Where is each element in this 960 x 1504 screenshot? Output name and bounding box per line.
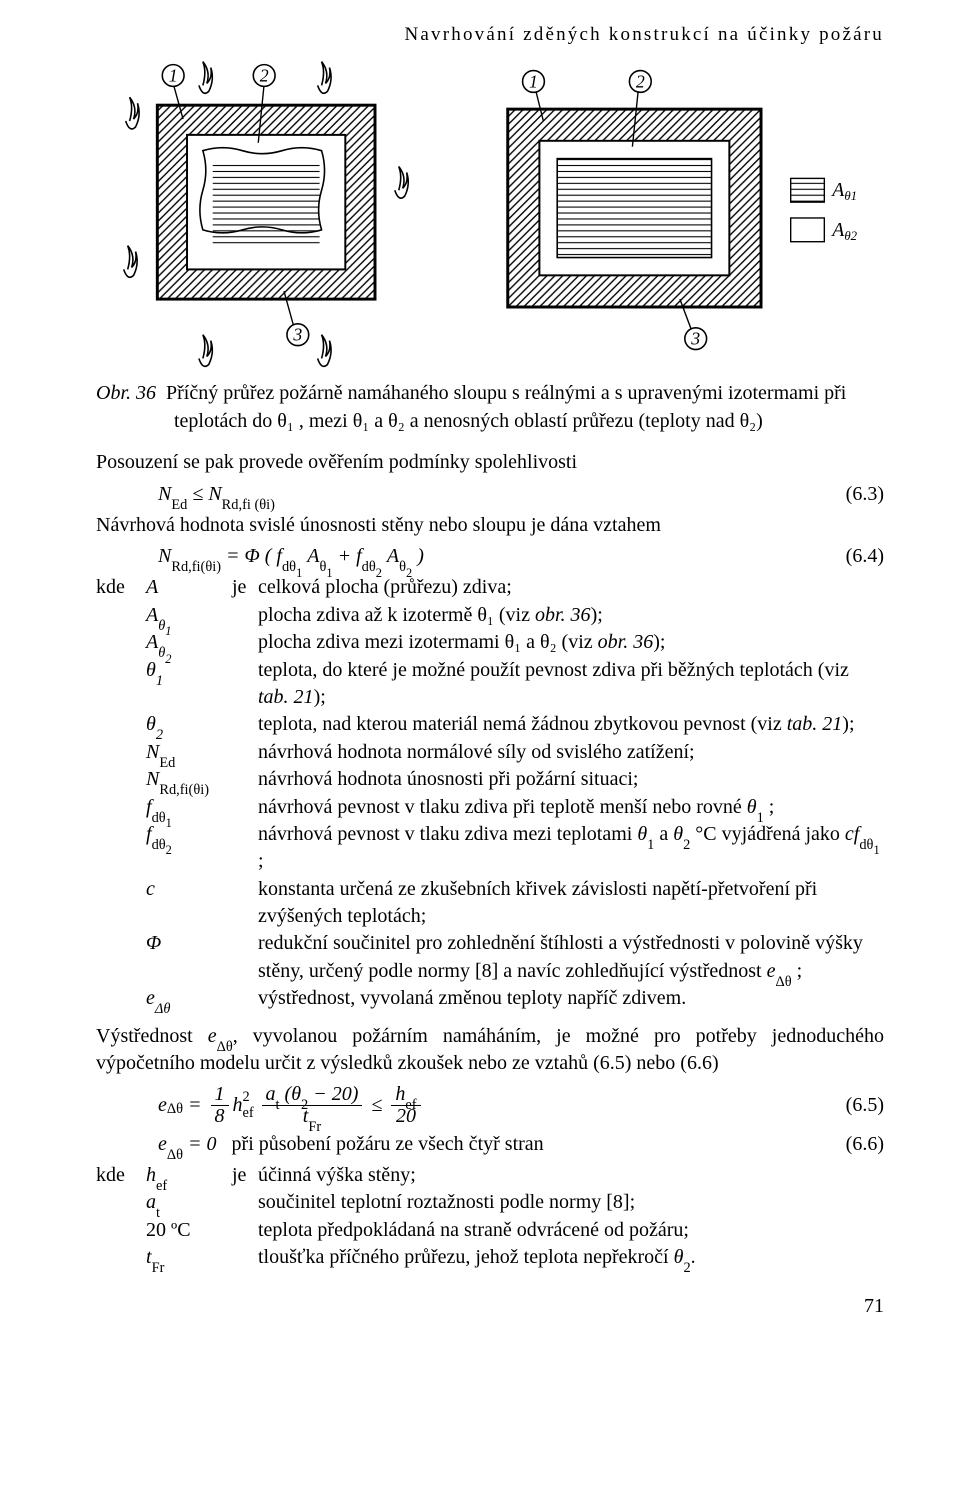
w-fdth1: návrhová pevnost v tlaku zdiva při teplo… xyxy=(258,796,774,818)
w-Ath2-b: obr. 36 xyxy=(598,631,654,653)
eqnum-65: (6.5) xyxy=(846,1094,884,1117)
running-head: Navrhování zděných konstrukcí na účinky … xyxy=(96,24,884,46)
w-th2-a: teplota, nad kterou materiál nemá žádnou… xyxy=(258,713,787,735)
w-th2-c: ); xyxy=(842,713,854,735)
svg-text:1: 1 xyxy=(529,71,538,91)
eqnum-63: (6.3) xyxy=(846,483,884,506)
w-A: celková plocha (průřezu) zdiva; xyxy=(258,574,884,601)
svg-text:Aθ2: Aθ2 xyxy=(831,219,858,243)
w-Ath1-b: obr. 36 xyxy=(535,604,591,626)
svg-text:2: 2 xyxy=(260,65,269,85)
where-list-1: kdeAjecelková plocha (průřezu) zdiva; Aθ… xyxy=(96,574,884,1012)
caption-label: Obr. 36 xyxy=(96,382,156,404)
w-th1-c: ); xyxy=(314,686,326,708)
figure-panel-left: 1 2 3 xyxy=(96,60,438,370)
w2-tFr: tloušťka příčného průřezu, jehož teplota… xyxy=(258,1246,696,1268)
svg-text:3: 3 xyxy=(292,325,302,345)
w-NEd: návrhová hodnota normálové síly od svisl… xyxy=(258,739,884,766)
w-Ath1-c: ); xyxy=(591,604,603,626)
svg-text:2: 2 xyxy=(636,71,645,91)
w-NRdfi: návrhová hodnota únosnosti při požární s… xyxy=(258,766,884,793)
page-number: 71 xyxy=(96,1295,884,1318)
w-fdth2: návrhová pevnost v tlaku zdiva mezi tepl… xyxy=(258,823,880,872)
je-2: je xyxy=(232,1162,258,1189)
kde-2: kde xyxy=(96,1162,146,1189)
kde-1: kde xyxy=(96,574,146,601)
where-list-2: kdehefjeúčinná výška stěny; atsoučinitel… xyxy=(96,1162,884,1272)
figure-caption: Obr. 36 Příčný průřez požárně namáhaného… xyxy=(96,380,884,435)
eq-6-3: NEd ≤ NRd,fi (θi) (6.3) xyxy=(96,483,884,506)
eqnum-66: (6.6) xyxy=(846,1133,884,1156)
eq-6-5: eΔθ = 18 hef2 at (θ2 − 20)tFr ≤ hef20 (6… xyxy=(96,1084,884,1127)
figure-row: 1 2 3 1 2 3 xyxy=(96,60,884,370)
svg-text:1: 1 xyxy=(169,65,178,85)
eq-6-4: NRd,fi(θi) = Φ ( fdθ1 Aθ1 + fdθ2 Aθ2 ) (… xyxy=(96,545,884,568)
w-Ath2-a: plocha zdiva mezi izotermami θ₁ a θ₂ (vi… xyxy=(258,631,598,653)
eq-6-6: eΔθ = 0 při působení požáru ze všech čty… xyxy=(96,1133,884,1156)
w-th1-b: tab. 21 xyxy=(258,686,314,708)
w2-at: součinitel teplotní roztažnosti podle no… xyxy=(258,1189,884,1216)
caption-text: Příčný průřez požárně namáhaného sloupu … xyxy=(166,382,846,432)
w-Ath1-a: plocha zdiva až k izotermě θ₁ (viz xyxy=(258,604,535,626)
svg-text:3: 3 xyxy=(691,329,701,349)
w-th1-a: teplota, do které je možné použít pevnos… xyxy=(258,659,849,681)
eqnum-64: (6.4) xyxy=(846,545,884,568)
w-Ath2-c: ); xyxy=(653,631,665,653)
w2-20c: teplota předpokládaná na straně odvrácen… xyxy=(258,1217,884,1244)
intro-64: Návrhová hodnota svislé únosnosti stěny … xyxy=(96,512,884,540)
w-Phi: redukční součinitel pro zohlednění štíhl… xyxy=(258,932,863,981)
running-head-text: Navrhování zděných konstrukcí na účinky … xyxy=(405,24,885,45)
svg-text:Aθ1: Aθ1 xyxy=(831,179,858,203)
je-1: je xyxy=(232,574,258,601)
w-c: konstanta určená ze zkušebních křivek zá… xyxy=(258,876,884,931)
intro-65: Výstřednost eΔθ, vyvolanou požárním namá… xyxy=(96,1023,884,1078)
figure-panel-right: 1 2 3 Aθ1 Aθ2 xyxy=(484,60,884,370)
intro-63: Posouzení se pak provede ověřením podmín… xyxy=(96,449,884,477)
w2-hef: účinná výška stěny; xyxy=(258,1162,884,1189)
w-th2-b: tab. 21 xyxy=(787,713,843,735)
